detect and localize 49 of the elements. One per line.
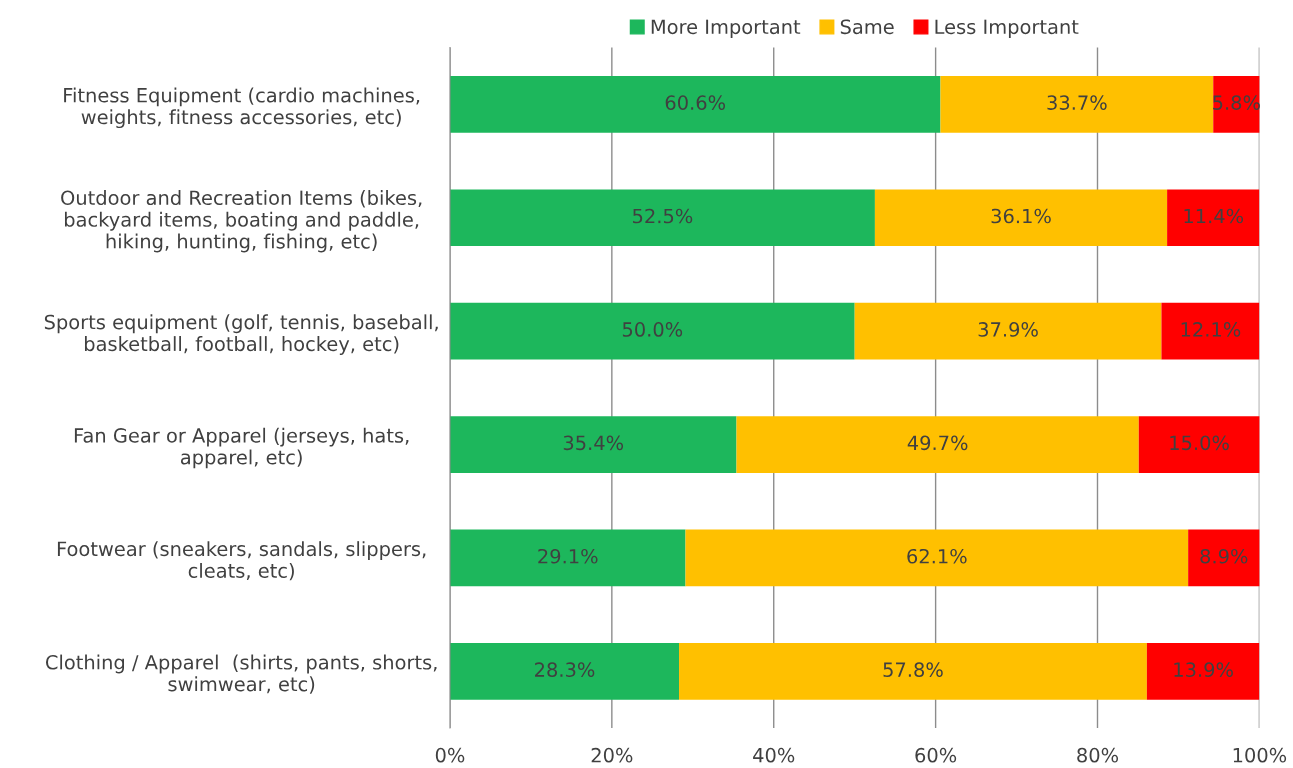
bar xyxy=(449,75,941,133)
bar xyxy=(449,643,680,700)
bar xyxy=(854,302,1162,360)
data-label: 33.7% xyxy=(1047,95,1107,110)
bar xyxy=(1167,189,1260,247)
data-label: 57.8% xyxy=(883,662,943,677)
data-label: 11.4% xyxy=(1184,208,1244,224)
data-label: 62.1% xyxy=(907,548,967,564)
y-tick-label: Sports equipment (golf, tennis, baseball, basketball, football, hockey, etc) xyxy=(44,314,438,355)
data-label: 60.6% xyxy=(665,95,726,110)
bar xyxy=(874,189,1168,247)
bar xyxy=(1146,643,1260,700)
bar xyxy=(449,529,686,587)
x-tick-label: 80% xyxy=(1077,747,1119,763)
data-label: 37.9% xyxy=(978,322,1038,337)
y-tick-label: Footwear (sneakers, sandals, slippers, cleats, etc) xyxy=(57,541,426,581)
bar xyxy=(736,416,1139,473)
bar xyxy=(1161,302,1260,360)
data-label: 35.4% xyxy=(563,435,624,451)
data-label: 52.5% xyxy=(633,208,693,224)
bar xyxy=(1138,416,1260,473)
legend-label: More Important xyxy=(651,19,801,38)
bar xyxy=(1188,529,1260,587)
legend-label: Same xyxy=(840,19,894,35)
legend-label: Less Important xyxy=(935,19,1079,38)
bar xyxy=(679,643,1147,700)
data-label: 49.7% xyxy=(907,435,968,451)
data-label: 28.3% xyxy=(535,662,595,677)
data-label: 15.0% xyxy=(1170,435,1229,451)
data-label: 29.1% xyxy=(538,548,598,564)
x-tick-label: 60% xyxy=(915,747,957,763)
data-label: 50.0% xyxy=(622,322,683,337)
y-tick-label: Outdoor and Recreation Items (bikes, backyard items, boating and paddle, hiking, hunting, fishing, etc) xyxy=(61,190,422,253)
data-label: 12.1% xyxy=(1181,322,1241,337)
bar xyxy=(449,416,737,473)
data-label: 36.1% xyxy=(991,208,1051,224)
x-tick-label: 20% xyxy=(591,747,633,763)
x-tick-label: 0% xyxy=(435,747,465,763)
bar xyxy=(449,189,875,247)
bar xyxy=(685,529,1189,587)
y-tick-label: Fan Gear or Apparel (jerseys, hats, apparel, etc) xyxy=(74,427,409,469)
y-tick-label: Fitness Equipment (cardio machines, weights, fitness accessories, etc) xyxy=(64,87,420,129)
x-tick-label: 100% xyxy=(1233,747,1287,763)
data-label: 13.9% xyxy=(1174,662,1233,677)
bar xyxy=(449,302,855,360)
bar xyxy=(940,75,1214,133)
data-label: 8.9% xyxy=(1200,548,1248,564)
y-tick-label: Clothing / Apparel (shirts, pants, shorts, swimwear, etc) xyxy=(45,654,437,694)
x-tick-label: 40% xyxy=(753,747,795,763)
